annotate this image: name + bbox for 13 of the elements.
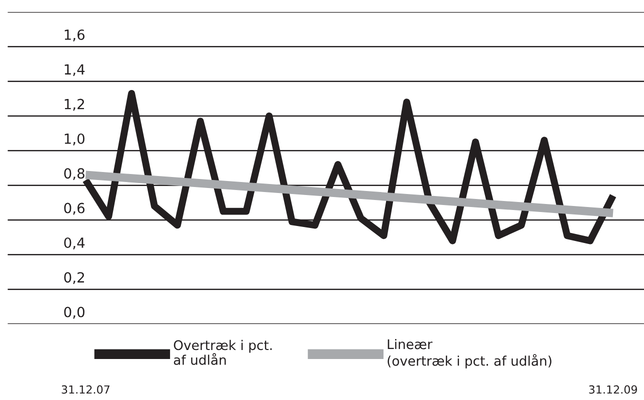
y-tick-label: 1,2	[64, 98, 84, 111]
legend-label: Overtræk i pct. af udlån	[174, 340, 272, 365]
y-tick-label: 0,8	[64, 168, 84, 180]
y-tick-label: 1,6	[64, 29, 84, 42]
y-tick-label: 0,6	[64, 202, 84, 215]
y-tick-label: 0,0	[64, 306, 84, 319]
y-tick-label: 0,4	[64, 237, 85, 250]
legend-label: Lineær (overtræk i pct. af udlån)	[388, 338, 552, 368]
x-tick-label: 31.12.09	[589, 385, 638, 394]
x-tick-label: 31.12.07	[62, 385, 110, 394]
y-tick-label: 0,2	[64, 272, 84, 284]
y-tick-label: 1,0	[64, 133, 84, 146]
y-tick-label: 1,4	[64, 64, 85, 76]
